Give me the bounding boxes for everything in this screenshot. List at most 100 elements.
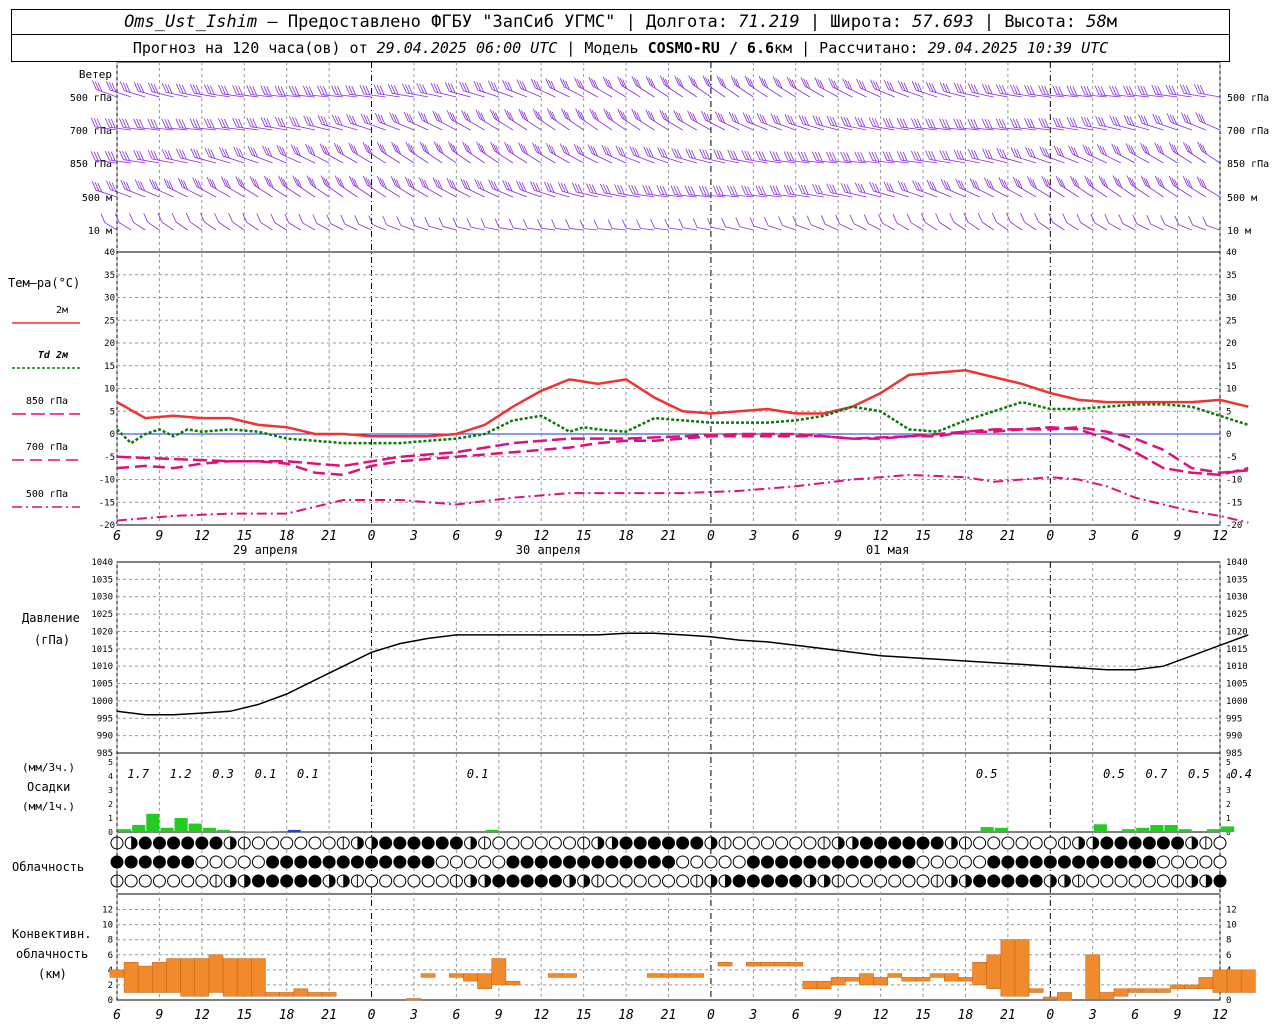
cloud-fill-full xyxy=(1058,856,1071,868)
cloud-fill-full xyxy=(549,856,562,868)
wind-barb xyxy=(939,149,966,164)
cloud-circle xyxy=(1185,855,1199,869)
wind-barb xyxy=(840,182,867,198)
wind-barb-feather xyxy=(368,215,374,225)
wind-level-label-left: 500 гПа xyxy=(70,93,112,104)
cloud-fill-full xyxy=(973,875,986,887)
wind-level-label-right: 700 гПа xyxy=(1227,126,1269,137)
wind-barb-shaft xyxy=(451,119,471,131)
cloud-circle xyxy=(322,836,336,850)
wind-barb-feather xyxy=(522,218,528,229)
temp-series-line xyxy=(116,425,1249,477)
wind-barb-feather xyxy=(883,79,889,90)
wind-barb-feather xyxy=(716,75,722,85)
cloud-circle xyxy=(930,855,944,869)
wind-barb-feather xyxy=(977,212,983,223)
wind-barb-feather xyxy=(107,151,113,161)
wind-barb xyxy=(518,142,542,164)
wind-barb-shaft xyxy=(147,221,160,231)
wind-barb xyxy=(657,147,683,164)
wind-barb-feather xyxy=(551,111,557,122)
wind-barb-feather xyxy=(559,77,565,88)
cloud-fill-full xyxy=(987,875,1000,887)
wind-barb xyxy=(374,112,400,131)
wind-barb xyxy=(1125,143,1150,164)
wind-barb xyxy=(260,85,287,98)
wind-barb-feather xyxy=(721,78,727,89)
convective-bar xyxy=(449,973,464,978)
hour-tick-label: 15 xyxy=(236,529,252,544)
wind-barb-feather xyxy=(1171,85,1177,95)
cloud-circle xyxy=(732,836,746,850)
wind-barb-feather xyxy=(326,214,332,224)
wind-barb-feather xyxy=(209,119,215,129)
wind-barb-shaft xyxy=(674,194,697,198)
wind-barb-feather xyxy=(134,179,140,189)
wind-barb xyxy=(586,183,613,198)
wind-barb-feather xyxy=(1038,85,1043,95)
wind-barb-feather xyxy=(748,114,754,125)
cloud-fill-full xyxy=(436,837,449,849)
wind-barb-feather xyxy=(502,79,507,90)
wind-barb-shaft xyxy=(802,160,825,164)
wind-barb xyxy=(235,176,259,198)
wind-barb-feather xyxy=(1015,118,1021,129)
wind-barb-shaft xyxy=(264,125,287,131)
wind-barb-feather xyxy=(843,183,849,193)
wind-barb-feather xyxy=(939,82,945,92)
wind-barb-feather xyxy=(223,178,229,188)
wind-barb xyxy=(161,149,188,164)
wind-barb-shaft xyxy=(901,126,924,131)
cloud-fill-half xyxy=(725,875,732,887)
cloud-cover-symbol xyxy=(987,836,1001,850)
wind-barb-feather xyxy=(1072,177,1078,187)
pressure-tick-left: 1015 xyxy=(91,645,113,655)
cloud-cover-symbol xyxy=(563,836,577,850)
cloud-circle xyxy=(492,855,506,869)
wind-barb-feather xyxy=(94,81,100,91)
precip-amount-label: 1.2 xyxy=(170,767,192,781)
cloud-cover-symbol xyxy=(421,855,435,869)
wind-barb-feather xyxy=(949,213,955,223)
wind-barb xyxy=(292,175,316,198)
wind-barb-feather xyxy=(1193,83,1199,94)
cloud-cover-symbol xyxy=(350,836,364,850)
wind-barb-shaft xyxy=(161,221,174,231)
wind-barb-feather xyxy=(1024,118,1029,128)
wind-barb-feather xyxy=(563,110,569,120)
wind-barb-feather xyxy=(106,180,111,190)
wind-barb-shaft xyxy=(278,94,301,98)
cloud-cover-symbol xyxy=(676,855,690,869)
cloud-cover-symbol xyxy=(1171,874,1185,888)
wind-barb-feather xyxy=(166,179,171,189)
cloud-cover-symbol xyxy=(308,874,322,888)
cloud-cover-symbol xyxy=(633,836,647,850)
cloud-fill-full xyxy=(181,837,194,849)
wind-barb-feather xyxy=(460,178,466,188)
wind-barb-feather xyxy=(868,117,874,127)
wind-barb-feather xyxy=(1015,85,1021,95)
wind-barb-shaft xyxy=(393,121,415,131)
wind-barb xyxy=(615,145,641,164)
wind-barb-shaft xyxy=(1127,94,1150,98)
wind-barb-feather xyxy=(1129,116,1135,126)
wind-barb-feather xyxy=(122,118,127,128)
wind-barb-shaft xyxy=(153,187,174,198)
cloud-cover-symbol xyxy=(449,836,463,850)
wind-barb xyxy=(348,142,372,164)
wind-barb-feather xyxy=(437,113,443,123)
conv-unit: (км) xyxy=(38,967,67,981)
wind-barb-feather xyxy=(320,115,326,126)
wind-barb-feather xyxy=(444,82,450,92)
cloud-fill-full xyxy=(648,856,661,868)
cloud-cover-symbol xyxy=(464,855,478,869)
wind-barb-shaft xyxy=(1108,222,1122,231)
convective-bar xyxy=(944,973,959,982)
wind-barb-feather xyxy=(1154,85,1160,95)
wind-barb-shaft xyxy=(1164,224,1178,231)
wind-barb-feather xyxy=(449,179,454,189)
pressure-tick-left: 990 xyxy=(97,732,113,742)
hour-tick-label: 21 xyxy=(1000,529,1016,544)
wind-barb-feather xyxy=(579,219,585,229)
wind-barb xyxy=(588,76,613,98)
